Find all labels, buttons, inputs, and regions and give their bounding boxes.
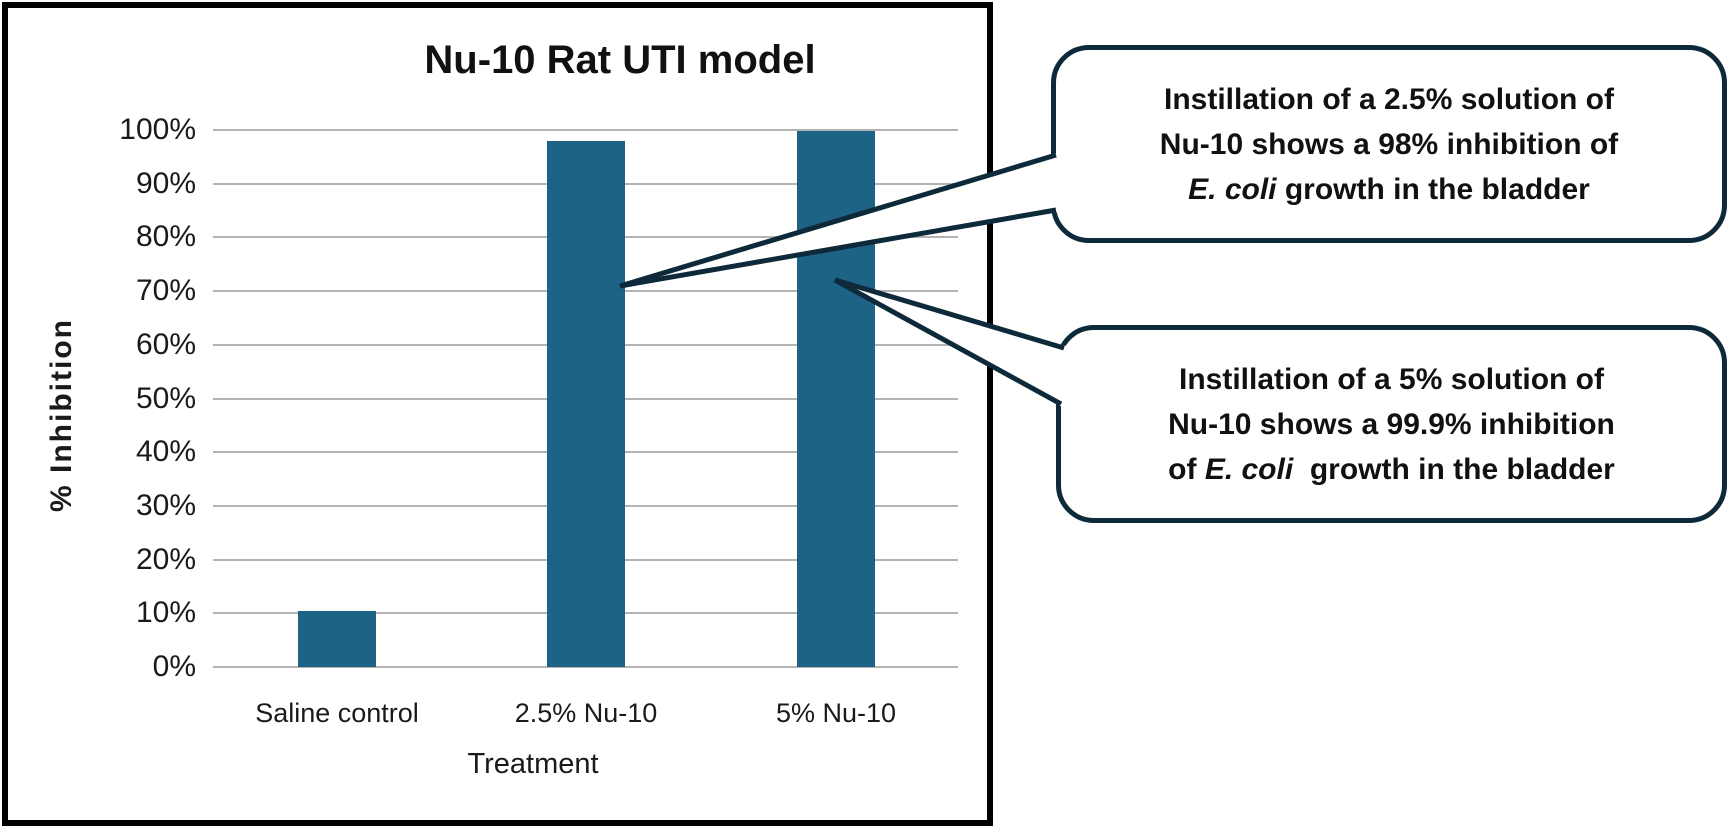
callout-5-percent: Instillation of a 5% solution of Nu-10 s… bbox=[1056, 325, 1727, 523]
y-tick-label: 100% bbox=[119, 113, 196, 146]
x-tick-label-2-5-nu-10: 2.5% Nu-10 bbox=[514, 698, 658, 728]
chart-title: Nu-10 Rat UTI model bbox=[424, 38, 816, 82]
y-axis-title: % Inhibition bbox=[45, 318, 78, 512]
callout-text-line: Nu-10 shows a 98% inhibition of bbox=[1159, 127, 1619, 161]
y-tick-label: 20% bbox=[135, 542, 196, 576]
y-tick-label: 0% bbox=[152, 650, 196, 683]
x-tick-label-5-nu-10: 5% Nu-10 bbox=[775, 698, 897, 728]
callout-text-line: of E. coli growth in the bladder bbox=[1168, 452, 1615, 486]
callout-text-line: Instillation of a 5% solution of bbox=[1179, 362, 1604, 396]
x-axis-title: Treatment bbox=[467, 748, 599, 780]
y-tick-label: 50% bbox=[135, 381, 196, 415]
gridline-0% bbox=[213, 666, 958, 668]
y-tick-label: 90% bbox=[135, 166, 196, 200]
e-coli-italic: E. coli bbox=[1188, 172, 1277, 206]
y-tick-label: 30% bbox=[135, 488, 196, 522]
y-tick-label: 60% bbox=[135, 327, 196, 361]
x-tick-label-saline-control: Saline control bbox=[255, 698, 419, 728]
y-tick-label: 80% bbox=[135, 220, 196, 254]
y-tick-label: 40% bbox=[135, 435, 196, 469]
callout-text-line: Instillation of a 2.5% solution of bbox=[1163, 82, 1614, 116]
bar-5-nu-10 bbox=[797, 130, 875, 667]
gridline-100% bbox=[213, 129, 958, 131]
bar-saline-control bbox=[298, 610, 376, 667]
e-coli-italic: E. coli bbox=[1204, 452, 1294, 486]
y-tick-label: 70% bbox=[135, 274, 196, 308]
callout-text-line: Nu-10 shows a 99.9% inhibition bbox=[1168, 407, 1615, 441]
callout-2_5-percent: Instillation of a 2.5% solution of Nu-10… bbox=[1051, 45, 1727, 243]
y-tick-label: 10% bbox=[135, 596, 196, 630]
callout-text-line: E. coli growth in the bladder bbox=[1188, 172, 1590, 206]
bar-2-5-nu-10 bbox=[547, 140, 625, 667]
